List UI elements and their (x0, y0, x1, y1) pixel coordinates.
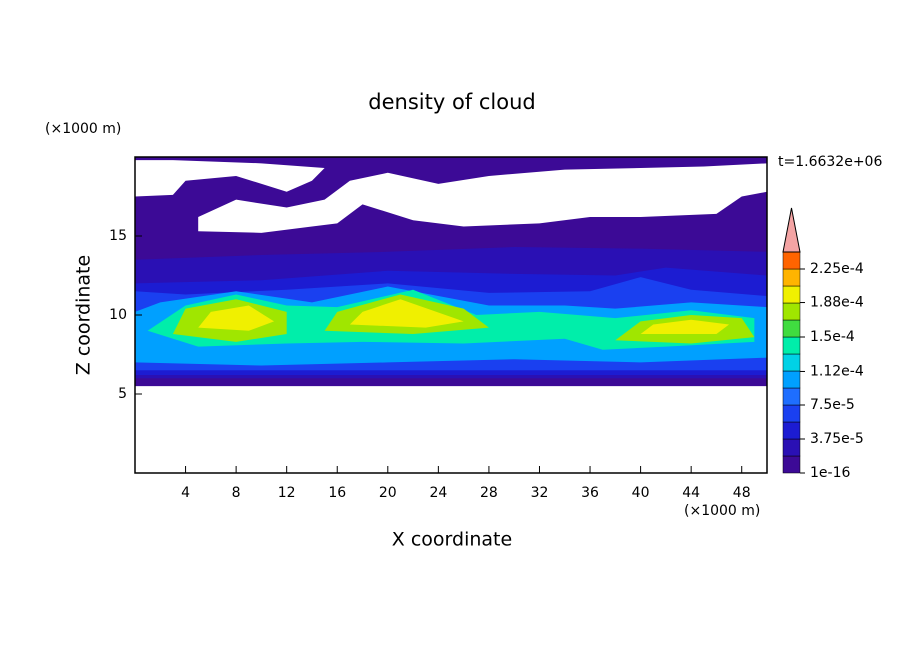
y-tick-label: 5 (118, 386, 127, 402)
contour-region (198, 163, 767, 233)
x-tick-label: 40 (632, 485, 650, 501)
colorbar-band (782, 404, 801, 423)
x-tick-label: 44 (682, 485, 700, 501)
contour-region (640, 319, 730, 334)
colorbar-tick-label: 7.5e-5 (810, 397, 855, 413)
x-tick-label: 8 (232, 485, 241, 501)
y-tick-label: 15 (109, 228, 127, 244)
x-tick-label: 12 (278, 485, 296, 501)
colorbar-band (782, 387, 801, 406)
colorbar-band (782, 302, 801, 321)
colorbar-band (782, 370, 801, 389)
x-tick-label: 24 (429, 485, 447, 501)
y-axis-label: Z coordinate (73, 255, 95, 375)
colorbar-tick-label: 3.75e-5 (810, 431, 864, 447)
time-label: t=1.6632e+06 (778, 154, 882, 170)
x-tick-label: 20 (379, 485, 397, 501)
x-unit: (×1000 m) (684, 503, 760, 519)
colorbar-band (782, 319, 801, 338)
colorbar-tick-label: 1.88e-4 (810, 295, 864, 311)
x-tick-label: 4 (181, 485, 190, 501)
colorbar-tick-label: 1.12e-4 (810, 363, 864, 379)
y-tick-label: 10 (109, 307, 127, 323)
x-tick-label: 32 (531, 485, 549, 501)
x-axis-label: X coordinate (392, 529, 512, 551)
contour-region (349, 299, 464, 328)
colorbar-tick-label: 1e-16 (810, 465, 850, 481)
y-unit: (×1000 m) (45, 121, 121, 137)
colorbar-band (782, 285, 801, 304)
colorbar-tick-label: 2.25e-4 (810, 261, 864, 277)
colorbar-band (782, 268, 801, 287)
x-tick-label: 28 (480, 485, 498, 501)
colorbar-band (782, 455, 801, 474)
contour-region (198, 305, 275, 331)
contour-region (135, 160, 325, 197)
colorbar-band (782, 438, 801, 457)
x-tick-label: 36 (581, 485, 599, 501)
colorbar-band (782, 353, 801, 372)
colorbar-extend (782, 207, 801, 253)
chart-title: density of cloud (368, 90, 535, 114)
contour-field (135, 157, 767, 387)
colorbar-band (782, 421, 801, 440)
x-tick-label: 48 (733, 485, 751, 501)
colorbar-band (782, 336, 801, 355)
colorbar-band (782, 251, 801, 270)
x-tick-label: 16 (328, 485, 346, 501)
colorbar-tick-label: 1.5e-4 (810, 329, 855, 345)
